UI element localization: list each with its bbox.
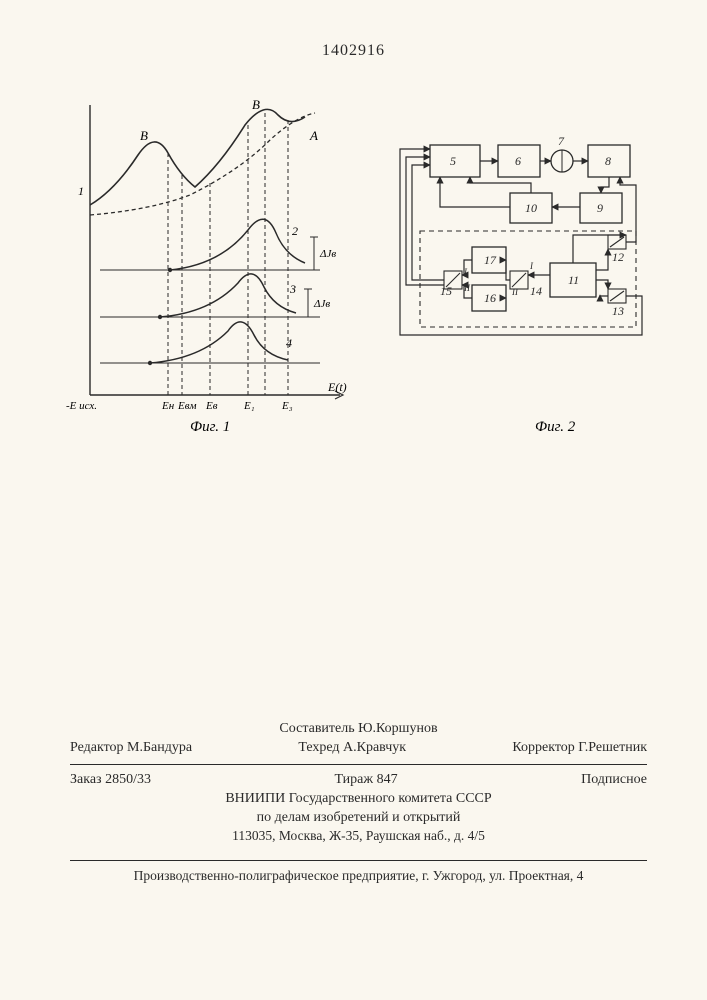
curve-label-B1: B	[140, 128, 148, 143]
xtick-1: Eвм	[177, 400, 197, 412]
curve-label-B2: B	[252, 97, 260, 112]
figure-1: A B B 1 2 ΔJв	[66, 97, 347, 435]
svg-text:8: 8	[605, 154, 611, 168]
org-line-1: ВНИИПИ Государственного комитета СССР	[70, 790, 647, 809]
trace-1-label: 1	[78, 184, 84, 198]
svg-text:12: 12	[612, 250, 624, 264]
svg-text:10: 10	[525, 201, 537, 215]
credits-block: Составитель Ю.Коршунов Редактор М.Бандур…	[70, 720, 647, 885]
tirazh-label: Тираж	[334, 772, 373, 787]
svg-text:14: 14	[530, 284, 542, 298]
corrector-name: Г.Решетник	[578, 740, 647, 755]
techred-label: Техред	[298, 740, 339, 755]
y-left-label: -E исх.	[66, 400, 97, 412]
svg-text:I: I	[529, 261, 534, 271]
editor-label: Редактор	[70, 740, 124, 755]
svg-text:16: 16	[484, 291, 496, 305]
svg-text:13: 13	[612, 304, 624, 318]
svg-text:11: 11	[568, 273, 579, 287]
fig2-caption: Фиг. 2	[535, 419, 576, 435]
curve-label-A: A	[309, 128, 318, 143]
trace-3-label: 3	[289, 282, 296, 296]
xtick-2: Eв	[205, 400, 218, 412]
x-axis-label: Е(t)	[327, 380, 347, 394]
trace-4-label: 4	[286, 336, 292, 350]
subscription: Подписное	[581, 771, 647, 790]
order-label: Заказ	[70, 772, 102, 787]
address-1: 113035, Москва, Ж-35, Раушская наб., д. …	[70, 827, 647, 845]
org-line-2: по делам изобретений и открытий	[70, 809, 647, 828]
xtick-4: E₃	[281, 400, 293, 412]
fig1-caption: Фиг. 1	[190, 419, 230, 435]
svg-text:15: 15	[440, 284, 452, 298]
delta-label-1: ΔJв	[319, 248, 336, 260]
compiler-label: Составитель	[279, 721, 354, 736]
trace-2-label: 2	[292, 224, 298, 238]
editor-name: М.Бандура	[127, 740, 192, 755]
figure-2: 5 6 7 8 9 10 11 12 13 14 15 16 17 I	[400, 134, 642, 435]
address-2: Производственно-полиграфическое предприя…	[70, 867, 647, 885]
svg-text:9: 9	[597, 201, 603, 215]
svg-text:II: II	[511, 287, 519, 297]
svg-text:6: 6	[515, 154, 521, 168]
tirazh-value: 847	[377, 772, 398, 787]
techred-name: А.Кравчук	[343, 740, 406, 755]
order-value: 2850/33	[105, 772, 151, 787]
xtick-3: E₁	[243, 400, 255, 412]
document-number: 1402916	[0, 42, 707, 60]
compiler-name: Ю.Коршунов	[358, 721, 437, 736]
svg-text:7: 7	[558, 134, 565, 148]
figures-area: A B B 1 2 ΔJв	[60, 95, 660, 465]
xtick-0: Eн	[161, 400, 175, 412]
svg-text:17: 17	[484, 253, 497, 267]
svg-text:5: 5	[450, 154, 456, 168]
corrector-label: Корректор	[512, 740, 574, 755]
delta-label-2: ΔJв	[313, 298, 330, 310]
